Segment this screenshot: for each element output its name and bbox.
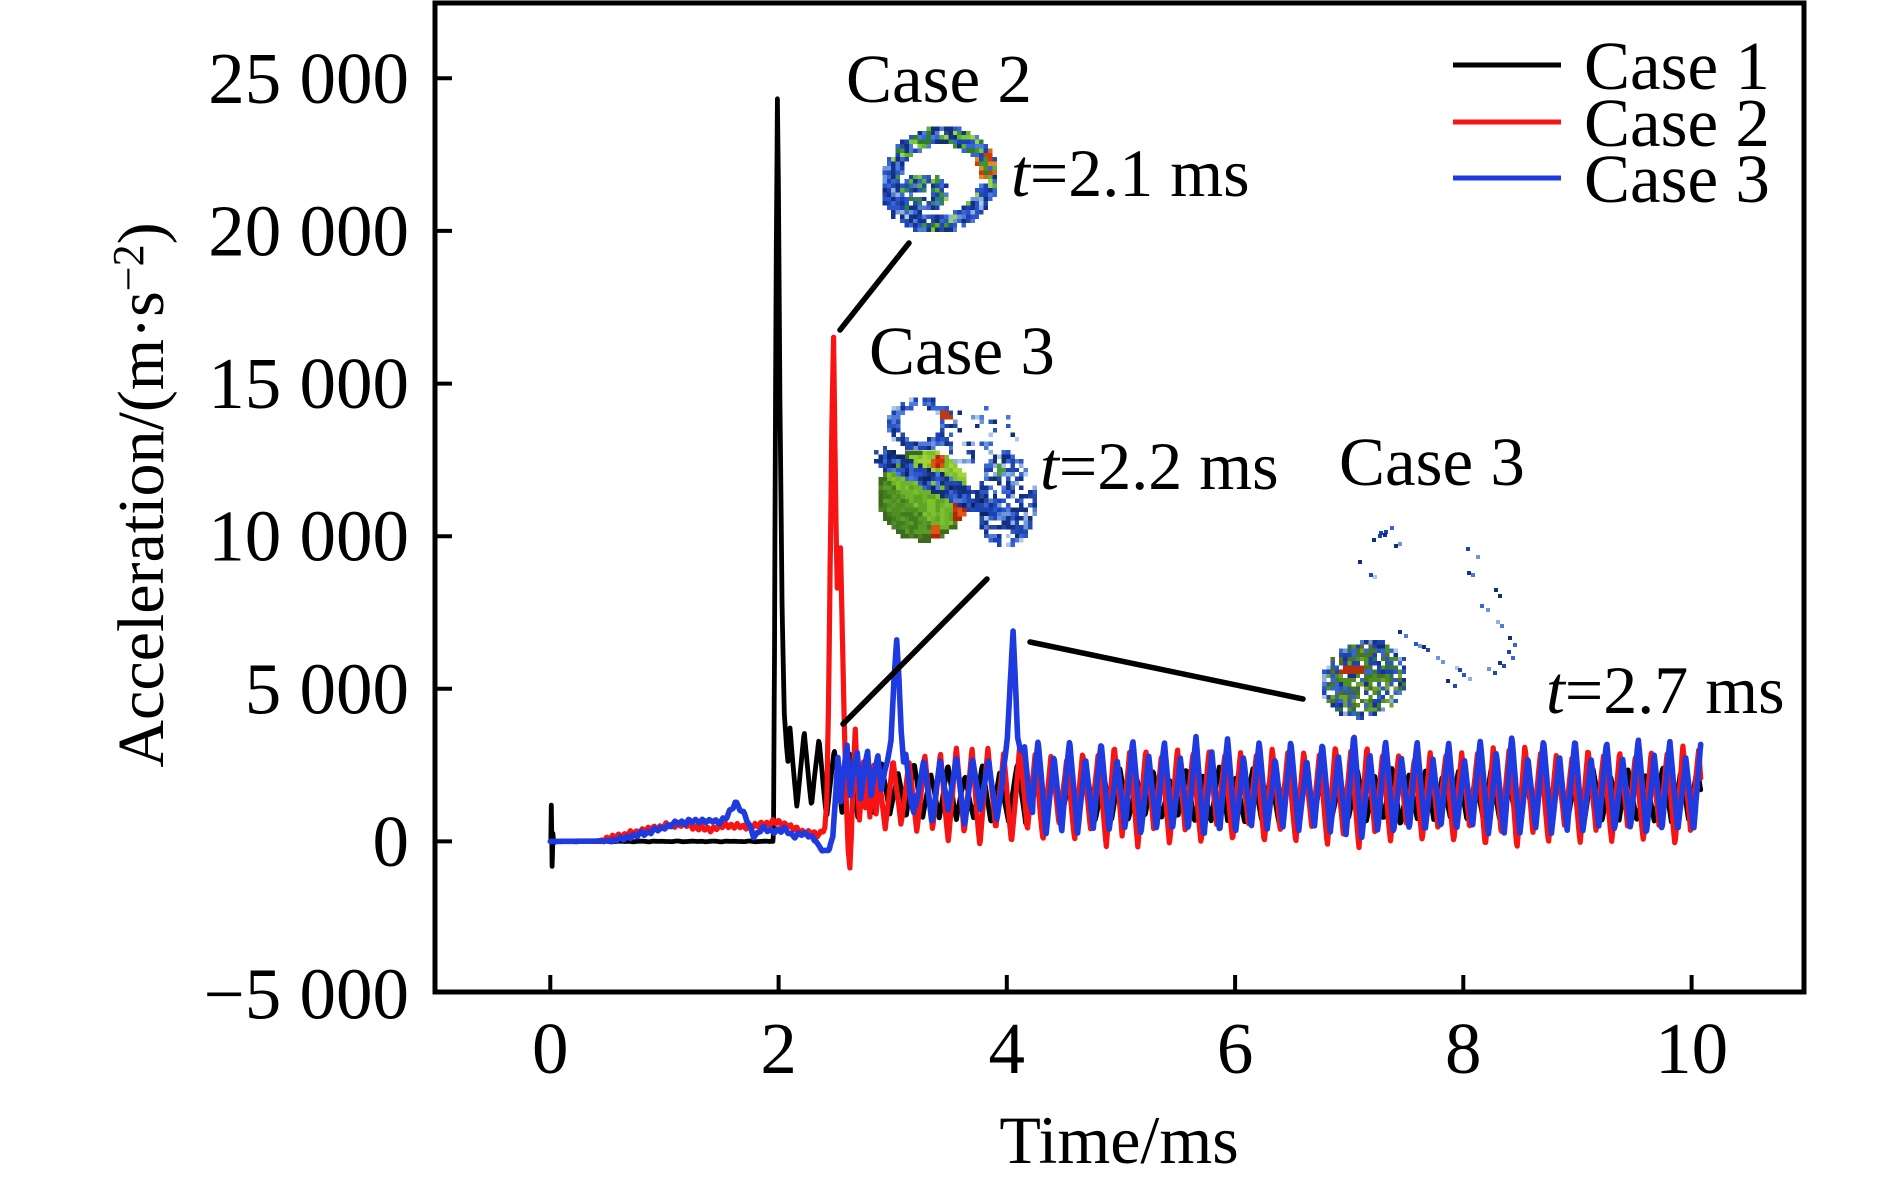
svg-text:2: 2: [760, 1008, 797, 1089]
svg-text:t=2.1 ms: t=2.1 ms: [1011, 135, 1250, 211]
svg-text:5 000: 5 000: [245, 648, 409, 729]
svg-text:4: 4: [989, 1008, 1026, 1089]
svg-text:−5 000: −5 000: [204, 954, 409, 1035]
svg-text:t=2.2 ms: t=2.2 ms: [1040, 428, 1279, 504]
svg-text:0: 0: [532, 1008, 569, 1089]
svg-text:Case 2: Case 2: [846, 41, 1032, 117]
svg-text:Case 2: Case 2: [1584, 85, 1770, 161]
svg-text:10: 10: [1655, 1008, 1728, 1089]
svg-text:Case 3: Case 3: [1339, 424, 1525, 500]
svg-text:10 000: 10 000: [208, 496, 409, 577]
svg-text:25 000: 25 000: [208, 38, 409, 119]
svg-text:Case 3: Case 3: [869, 313, 1055, 389]
svg-text:0: 0: [373, 801, 410, 882]
svg-text:6: 6: [1217, 1008, 1254, 1089]
svg-text:Case 3: Case 3: [1584, 141, 1770, 217]
svg-text:20 000: 20 000: [208, 190, 409, 271]
svg-text:15 000: 15 000: [208, 343, 409, 424]
svg-text:Case 1: Case 1: [1584, 28, 1770, 104]
svg-text:8: 8: [1445, 1008, 1482, 1089]
svg-text:Acceleration/(m·s−2): Acceleration/(m·s−2): [104, 222, 178, 767]
svg-text:Time/ms: Time/ms: [999, 1102, 1238, 1178]
svg-text:t=2.7 ms: t=2.7 ms: [1546, 652, 1785, 728]
